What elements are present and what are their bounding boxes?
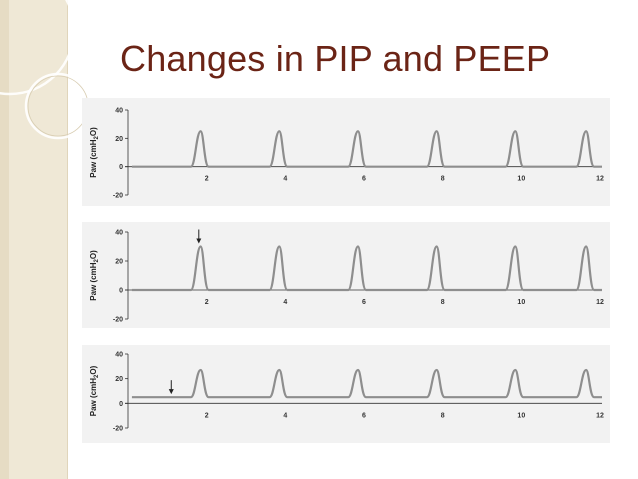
x-tick-label: 12: [596, 176, 604, 183]
x-tick-label: 2: [205, 299, 209, 306]
y-axis-label: Paw (cmH2O): [89, 127, 100, 178]
y-tick-label: 0: [119, 164, 123, 171]
chart-panel-2: Paw (cmH2O) 40 20 0 -20 2 4 6 8 10 12: [82, 222, 610, 328]
y-tick-label: 20: [115, 376, 123, 383]
y-tick-label: 40: [115, 230, 123, 237]
x-tick-label: 12: [596, 299, 604, 306]
pressure-waveform: [131, 130, 602, 168]
deco-circle-small-shadow: [27, 75, 89, 137]
chart-panel-3: Paw (cmH2O) 40 20 0 -20 2 4 6 8 10 12: [82, 345, 610, 443]
chart-panel-1: Paw (cmH2O) 40 20 0 -20 2 4 6 8 10 12: [82, 98, 610, 206]
side-stripe: [0, 0, 9, 479]
y-tick-label: 20: [115, 259, 123, 266]
x-tick-label: 8: [441, 299, 445, 306]
x-tick-label: 6: [362, 299, 366, 306]
side-decoration-band: [0, 0, 68, 479]
chart-2: Paw (cmH2O) 40 20 0 -20 2 4 6 8 10 12: [89, 229, 604, 324]
side-edge-line: [67, 0, 68, 479]
y-axis-label: Paw (cmH2O): [89, 365, 100, 416]
slide-title: Changes in PIP and PEEP: [120, 38, 551, 79]
x-tick-label: 6: [362, 412, 366, 419]
deco-circle-small: [24, 72, 92, 140]
chart-3: Paw (cmH2O) 40 20 0 -20 2 4 6 8 10 12: [89, 352, 604, 433]
x-tick-label: 2: [205, 176, 209, 183]
arrow-head: [168, 389, 174, 395]
y-tick-label: 40: [115, 352, 123, 359]
y-axis-label: Paw (cmH2O): [89, 250, 100, 301]
pressure-waveform: [131, 245, 602, 292]
x-tick-label: 2: [205, 412, 209, 419]
y-tick-label: 40: [115, 108, 123, 115]
x-tick-label: 8: [441, 176, 445, 183]
annotation-arrow: [168, 380, 174, 395]
x-tick-label: 10: [517, 299, 525, 306]
y-tick-label: 0: [119, 288, 123, 295]
x-tick-label: 4: [283, 299, 287, 306]
annotation-arrow: [196, 229, 202, 244]
x-tick-label: 4: [283, 176, 287, 183]
y-tick-label: 20: [115, 136, 123, 143]
y-tick-label: 0: [119, 401, 123, 408]
x-tick-label: 10: [517, 412, 525, 419]
pressure-waveform: [131, 368, 602, 399]
y-tick-label: -20: [113, 193, 123, 200]
chart-1: Paw (cmH2O) 40 20 0 -20 2 4 6 8 10 12: [89, 108, 604, 200]
deco-circle-outer: [0, 0, 76, 96]
arrow-head: [196, 238, 202, 244]
x-tick-label: 8: [441, 412, 445, 419]
x-tick-label: 10: [517, 176, 525, 183]
y-tick-label: -20: [113, 426, 123, 433]
y-tick-label: -20: [113, 317, 123, 324]
x-tick-label: 12: [596, 412, 604, 419]
x-tick-label: 6: [362, 176, 366, 183]
x-tick-label: 4: [283, 412, 287, 419]
